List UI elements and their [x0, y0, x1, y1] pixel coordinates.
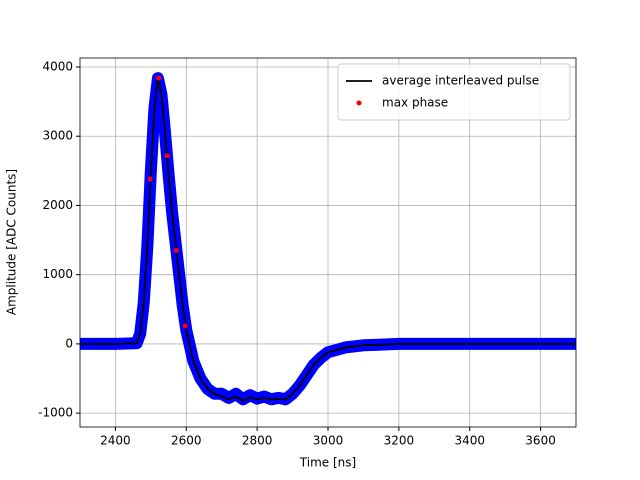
- marker: [182, 323, 188, 329]
- marker: [173, 247, 179, 253]
- x-tick-label: 2400: [100, 434, 131, 448]
- y-axis-label: Amplitude [ADC Counts]: [5, 169, 19, 315]
- x-tick-label: 2800: [242, 434, 273, 448]
- y-tick-label: 0: [65, 336, 73, 350]
- x-tick-label: 3200: [384, 434, 415, 448]
- x-tick-label: 3600: [525, 434, 556, 448]
- marker: [147, 176, 153, 182]
- y-tick-label: 3000: [42, 129, 73, 143]
- legend-label: max phase: [382, 96, 448, 110]
- plot-area: [80, 72, 576, 406]
- y-tick-label: 4000: [42, 60, 73, 74]
- y-tick-label: -1000: [38, 406, 73, 420]
- x-tick-label: 3000: [313, 434, 344, 448]
- legend-box: [337, 63, 571, 121]
- y-tick-label: 2000: [42, 198, 73, 212]
- marker: [164, 153, 170, 159]
- x-tick-label: 3400: [454, 434, 485, 448]
- y-tick-label: 1000: [42, 267, 73, 281]
- x-axis-label: Time [ns]: [299, 456, 356, 470]
- legend-label: average interleaved pulse: [382, 74, 539, 88]
- legend-marker: [356, 100, 362, 106]
- axes-frame: [79, 57, 577, 428]
- line: [80, 77, 576, 402]
- marker: [156, 75, 162, 81]
- x-tick-label: 2600: [171, 434, 202, 448]
